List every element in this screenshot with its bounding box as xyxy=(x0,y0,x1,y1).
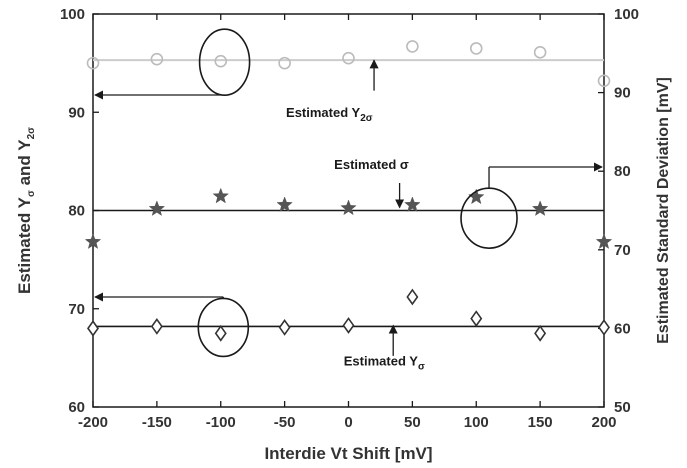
data-point-star xyxy=(340,199,357,216)
data-point-diamond xyxy=(214,324,227,342)
data-point-star xyxy=(531,200,549,216)
data-point-circle xyxy=(150,52,164,66)
y-left-tick-label: 100 xyxy=(60,6,85,23)
data-point-diamond xyxy=(406,288,419,306)
data-point-diamond xyxy=(342,317,355,334)
annotation-estimated-sigma: Estimated σ xyxy=(334,157,409,172)
callout-circle-middle xyxy=(460,187,518,249)
x-tick-label: 100 xyxy=(464,414,489,431)
y-right-tick-label: 70 xyxy=(614,242,631,259)
y-left-tick-label: 60 xyxy=(68,399,85,416)
callout-circle-bottom xyxy=(197,297,250,358)
data-point-circle xyxy=(278,56,291,70)
annotation-estimated-ysigma: Estimated Yσ xyxy=(344,354,425,373)
y-left-title-mid: and Y xyxy=(15,139,34,190)
x-tick-label: -200 xyxy=(78,414,108,431)
annotation-text: Estimated σ xyxy=(334,157,409,172)
y-left-title-sub1: σ xyxy=(26,190,37,197)
data-point-circle xyxy=(533,46,547,59)
annotation-subscript: σ xyxy=(418,362,425,373)
y-right-tick-label: 50 xyxy=(614,399,631,416)
annotation-text: Estimated Y xyxy=(286,105,361,120)
callout-circle-top xyxy=(198,28,251,96)
y-left-title-part: Estimated Y xyxy=(15,196,34,294)
data-point-star xyxy=(595,233,613,249)
annotation-estimated-y2sigma: Estimated Y2σ xyxy=(286,105,373,124)
y-left-title-sub2: 2σ xyxy=(26,127,37,140)
data-point-circle xyxy=(406,40,419,53)
data-point-circle xyxy=(86,56,100,70)
y-left-tick-label: 80 xyxy=(68,203,85,220)
y-left-axis-title: Estimated Yσ and Y2σ xyxy=(15,127,37,294)
x-tick-label: 200 xyxy=(591,414,616,431)
annotation-text: Estimated Y xyxy=(344,354,419,369)
data-point-diamond xyxy=(470,310,483,327)
annotation-subscript: 2σ xyxy=(360,113,373,124)
y-right-axis-title: Estimated Standard Deviation [mV] xyxy=(655,77,672,344)
data-point-circle xyxy=(469,42,483,55)
data-point-star xyxy=(148,200,166,216)
x-tick-label: -100 xyxy=(206,414,236,431)
data-point-diamond xyxy=(598,319,610,336)
x-tick-label: -150 xyxy=(142,414,172,431)
data-point-diamond xyxy=(534,324,547,342)
data-point-star xyxy=(212,187,230,204)
data-point-circle xyxy=(597,74,611,88)
data-point-diamond xyxy=(150,318,163,335)
data-point-diamond xyxy=(278,319,291,336)
data-point-circle xyxy=(342,51,355,65)
y-right-tick-label: 100 xyxy=(614,6,639,23)
x-tick-label: 0 xyxy=(344,414,352,431)
x-tick-label: -50 xyxy=(274,414,296,431)
data-point-star xyxy=(276,196,293,213)
data-point-circle xyxy=(214,54,228,68)
y-left-tick-label: 70 xyxy=(68,301,85,318)
x-tick-label: 150 xyxy=(528,414,553,431)
x-axis-title: Interdie Vt Shift [mV] xyxy=(264,444,432,463)
data-point-star xyxy=(404,196,421,213)
y-right-tick-label: 80 xyxy=(614,163,631,180)
y-right-tick-label: 60 xyxy=(614,320,631,337)
x-tick-label: 50 xyxy=(404,414,421,431)
data-point-star xyxy=(84,233,102,249)
data-point-diamond xyxy=(87,320,99,337)
y-left-tick-label: 90 xyxy=(68,104,85,121)
y-right-tick-label: 90 xyxy=(614,85,631,102)
